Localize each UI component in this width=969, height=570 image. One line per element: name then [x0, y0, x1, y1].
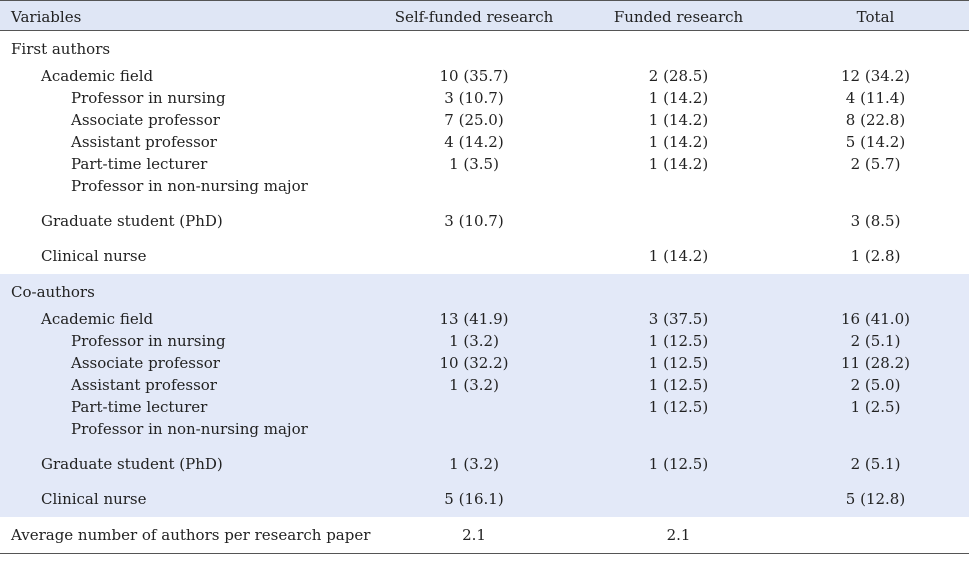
row-label: Graduate student (PhD): [41, 212, 223, 230]
row-label: Associate professor: [71, 111, 220, 129]
header-funded: Funded research: [613, 8, 744, 26]
header-total: Total: [856, 8, 895, 26]
section-padding: [0, 510, 969, 517]
section-title-row: Co-authors: [0, 274, 969, 308]
total-value: 12 (34.2): [841, 67, 910, 85]
table-row: Graduate student (PhD) 1 (3.2) 1 (12.5) 2 (…: [0, 440, 969, 475]
self-funded-value: 3 (10.7): [444, 212, 504, 230]
self-funded-value: 3 (10.7): [444, 89, 504, 107]
row-label: Assistant professor: [71, 133, 217, 151]
footer-funded: 2.1: [666, 526, 691, 544]
table-row: Part-time lecturer 1 (12.5) 1 (2.5): [0, 396, 969, 418]
section-title-row: First authors: [0, 31, 969, 65]
row-label: Part-time lecturer: [71, 398, 208, 416]
table-header: Variables Self-funded research Funded re…: [0, 0, 969, 31]
total-value: 5 (14.2): [845, 133, 906, 151]
table-row: Clinical nurse 5 (16.1) 5 (12.8): [0, 475, 969, 510]
table-row: Clinical nurse 1 (14.2) 1 (2.8): [0, 232, 969, 267]
self-funded-value: 1 (3.2): [449, 332, 499, 350]
total-value: 2 (5.1): [850, 332, 901, 350]
funded-value: 1 (12.5): [648, 398, 709, 416]
data-table: Variables Self-funded research Funded re…: [0, 0, 969, 554]
table-row: Assistant professor 4 (14.2) 1 (14.2) 5 (14…: [0, 131, 969, 153]
total-value: 4 (11.4): [845, 89, 906, 107]
section-title: Co-authors: [11, 283, 95, 301]
footer-label: Average number of authors per research p…: [11, 526, 371, 544]
table-row: Professor in nursing 3 (10.7) 1 (14.2) 4 (1…: [0, 87, 969, 109]
self-funded-value: 7 (25.0): [444, 111, 504, 129]
row-label: Part-time lecturer: [71, 155, 208, 173]
funded-value: 1 (14.2): [648, 133, 709, 151]
footer-row: Average number of authors per research p…: [0, 517, 969, 554]
row-label: Professor in non-nursing major: [71, 177, 308, 195]
funded-value: 1 (14.2): [648, 89, 709, 107]
row-label: Academic field: [41, 310, 154, 328]
section-co-authors: Co-authors Academic field 13 (41.9) 3 (37.5…: [0, 274, 969, 517]
row-label: Professor in non-nursing major: [71, 420, 308, 438]
funded-value: 1 (12.5): [648, 455, 709, 473]
row-label: Associate professor: [71, 354, 220, 372]
section-title: First authors: [11, 40, 111, 58]
table-body: First authors Academic field 10 (35.7) 2 (2…: [0, 31, 969, 517]
total-value: 11 (28.2): [841, 354, 910, 372]
self-funded-value: 10 (35.7): [439, 67, 509, 85]
section-padding: [0, 267, 969, 274]
total-value: 16 (41.0): [841, 310, 910, 328]
total-value: 2 (5.0): [850, 376, 901, 394]
header-variables: Variables: [11, 8, 82, 26]
total-value: 1 (2.8): [850, 247, 901, 265]
funded-value: 2 (28.5): [648, 67, 709, 85]
total-value: 5 (12.8): [845, 490, 906, 508]
table-row: Academic field 13 (41.9) 3 (37.5) 16 (41.0): [0, 308, 969, 330]
row-label: Clinical nurse: [41, 490, 147, 508]
total-value: 2 (5.7): [850, 155, 901, 173]
table-row: Associate professor 7 (25.0) 1 (14.2) 8 (22…: [0, 109, 969, 131]
total-value: 3 (8.5): [850, 212, 901, 230]
self-funded-value: 10 (32.2): [439, 354, 509, 372]
row-label: Clinical nurse: [41, 247, 147, 265]
funded-value: 1 (14.2): [648, 247, 709, 265]
total-value: 8 (22.8): [845, 111, 906, 129]
self-funded-value: 5 (16.1): [444, 490, 504, 508]
row-label: Professor in nursing: [71, 332, 226, 350]
funded-value: 1 (14.2): [648, 155, 709, 173]
table-row: Academic field 10 (35.7) 2 (28.5) 12 (34.2): [0, 65, 969, 87]
total-value: 1 (2.5): [850, 398, 901, 416]
section-first-authors: First authors Academic field 10 (35.7) 2 (2…: [0, 31, 969, 274]
row-label: Academic field: [41, 67, 154, 85]
funded-value: 1 (14.2): [648, 111, 709, 129]
footer-self-funded: 2.1: [462, 526, 486, 544]
row-label: Graduate student (PhD): [41, 455, 223, 473]
self-funded-value: 1 (3.5): [449, 155, 499, 173]
row-label: Assistant professor: [71, 376, 217, 394]
table-row: Professor in non-nursing major: [0, 175, 969, 197]
self-funded-value: 1 (3.2): [449, 455, 499, 473]
total-value: 2 (5.1): [850, 455, 901, 473]
table-row: Associate professor 10 (32.2) 1 (12.5) 11 (…: [0, 352, 969, 374]
self-funded-value: 13 (41.9): [439, 310, 509, 328]
table-row: Assistant professor 1 (3.2) 1 (12.5) 2 (5.0…: [0, 374, 969, 396]
table-row: Professor in nursing 1 (3.2) 1 (12.5) 2 (5.…: [0, 330, 969, 352]
funded-value: 1 (12.5): [648, 376, 709, 394]
funded-value: 3 (37.5): [648, 310, 709, 328]
header-self-funded: Self-funded research: [394, 8, 554, 26]
table-row: Part-time lecturer 1 (3.5) 1 (14.2) 2 (5.7): [0, 153, 969, 175]
row-label: Professor in nursing: [71, 89, 226, 107]
funded-value: 1 (12.5): [648, 354, 709, 372]
table-row: Professor in non-nursing major: [0, 418, 969, 440]
funded-value: 1 (12.5): [648, 332, 709, 350]
self-funded-value: 4 (14.2): [444, 133, 504, 151]
table-row: Graduate student (PhD) 3 (10.7) 3 (8.5): [0, 197, 969, 232]
self-funded-value: 1 (3.2): [449, 376, 499, 394]
